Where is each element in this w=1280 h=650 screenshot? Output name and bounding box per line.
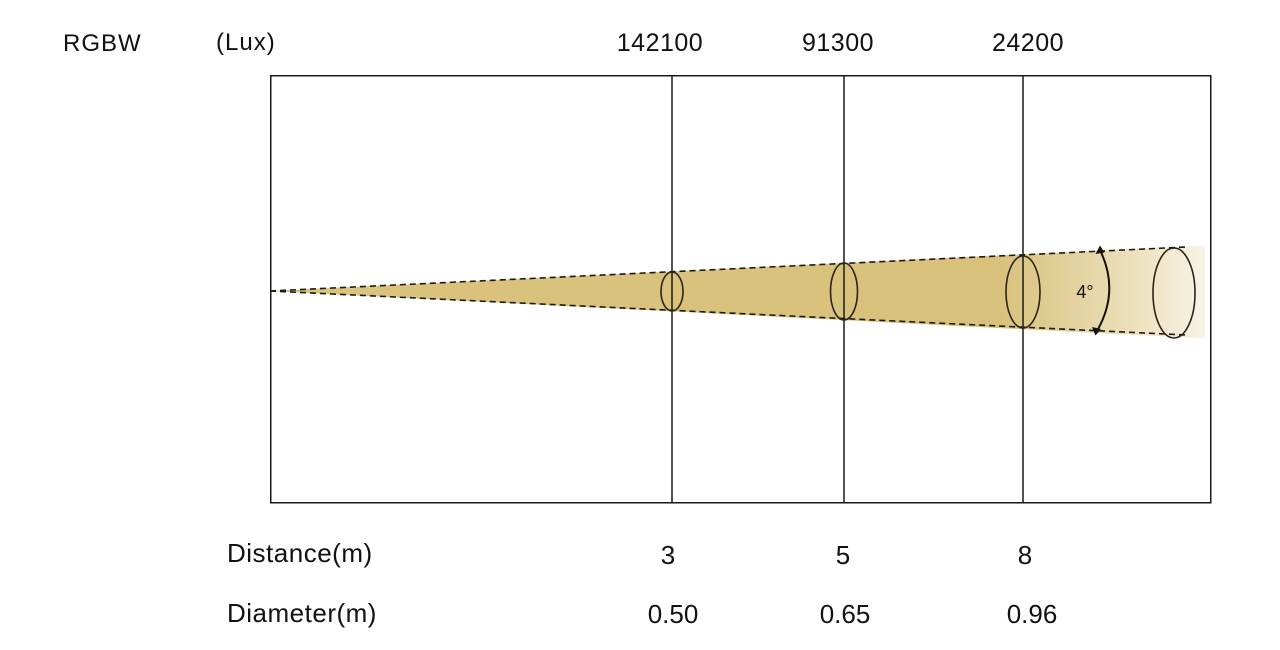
beam-angle-label: 4° [1076, 282, 1093, 302]
mode-label: RGBW [63, 30, 142, 57]
beam-spot-ellipse-8m [1005, 255, 1041, 329]
distance-value-5m: 5 [835, 540, 851, 570]
beam-angle-arrow-top [1095, 245, 1105, 254]
distance-row-label: Distance(m) [227, 538, 373, 568]
diameter-row-label: Diameter(m) [227, 598, 377, 628]
lux-value-8m: 24200 [991, 29, 1065, 57]
diameter-value-3m: 0.50 [647, 599, 699, 629]
beam-spot-ellipse-end [1152, 247, 1196, 339]
lux-value-3m: 142100 [616, 29, 704, 57]
diameter-value-8m: 0.96 [1006, 599, 1058, 629]
distance-value-8m: 8 [1017, 540, 1033, 570]
distance-value-3m: 3 [660, 540, 676, 570]
unit-label: (Lux) [216, 29, 276, 56]
beam-angle-arc [1096, 249, 1111, 332]
lux-value-5m: 91300 [801, 29, 875, 57]
beam-spot-ellipse-5m [829, 262, 859, 321]
beam-edge-top [269, 246, 1187, 292]
beam-cone-fill [270, 245, 1205, 339]
beam-angle-arrow-bottom [1092, 327, 1101, 336]
beam-edge-bottom [269, 290, 1187, 336]
beam-spot-ellipse-3m [660, 271, 684, 312]
diameter-value-5m: 0.65 [819, 599, 871, 629]
diagram-frame [270, 75, 1212, 504]
